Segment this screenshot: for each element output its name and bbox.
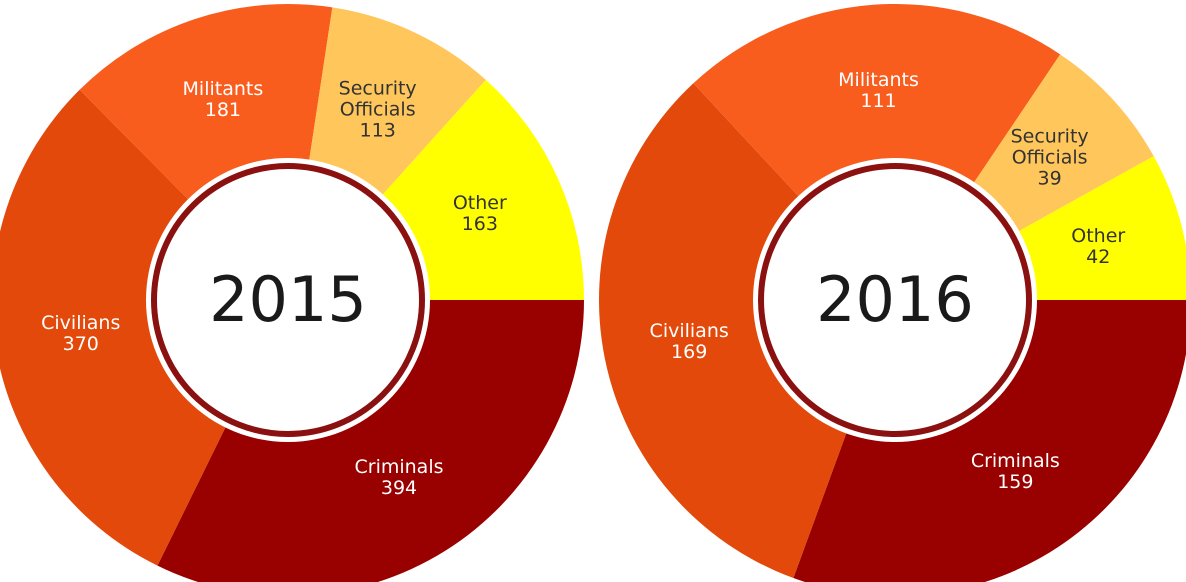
center-gap <box>753 158 1037 442</box>
slice-value: 113 <box>359 119 396 142</box>
slice-value: 181 <box>204 99 242 122</box>
slice-value: 394 <box>380 477 418 500</box>
donut-slice <box>693 3 1061 213</box>
slice-value: 159 <box>997 471 1034 494</box>
donut-slice <box>999 156 1186 300</box>
slice-label: Militants 111 <box>823 68 935 112</box>
slice-value: 370 <box>62 332 99 355</box>
slice-label: Other 42 <box>1042 226 1154 268</box>
donut-slice <box>793 300 1186 582</box>
center-ring <box>151 163 425 437</box>
donut-slice <box>305 7 486 211</box>
slice-label: Security Officials 113 <box>322 77 434 142</box>
center-gap <box>146 158 430 442</box>
slice-value: 111 <box>860 89 897 112</box>
slice-name: Militants <box>182 78 264 101</box>
donut-slice <box>157 300 584 582</box>
slice-name: Security Officials <box>338 77 417 121</box>
donut-slice <box>961 54 1154 242</box>
chart-title: 2015 <box>209 263 367 336</box>
slice-value: 169 <box>671 340 708 363</box>
slice-label: Criminals 159 <box>959 451 1071 493</box>
slice-name: Criminals <box>970 450 1060 473</box>
slice-name: Other <box>452 192 507 215</box>
slice-value: 39 <box>1037 167 1062 190</box>
slice-label: Civilians 370 <box>25 311 137 355</box>
slice-label: Security Officials 39 <box>994 126 1106 189</box>
slice-name: Criminals <box>354 456 444 479</box>
slice-value: 163 <box>461 213 498 236</box>
slice-name: Civilians <box>41 311 121 334</box>
slice-label: Militants 181 <box>167 79 279 121</box>
chart-title: 2016 <box>816 263 974 336</box>
slice-name: Security Officials <box>1010 125 1089 169</box>
slice-value: 42 <box>1086 246 1111 269</box>
slice-name: Civilians <box>649 319 729 342</box>
slice-name: Other <box>1071 225 1126 248</box>
donut-slice <box>368 79 584 300</box>
slice-label: Criminals 394 <box>343 457 455 499</box>
donut-slice <box>0 89 236 566</box>
center-ring <box>758 163 1032 437</box>
slice-label: Civilians 169 <box>633 319 745 363</box>
slice-label: Other 163 <box>424 193 536 235</box>
slice-name: Militants <box>838 68 919 91</box>
